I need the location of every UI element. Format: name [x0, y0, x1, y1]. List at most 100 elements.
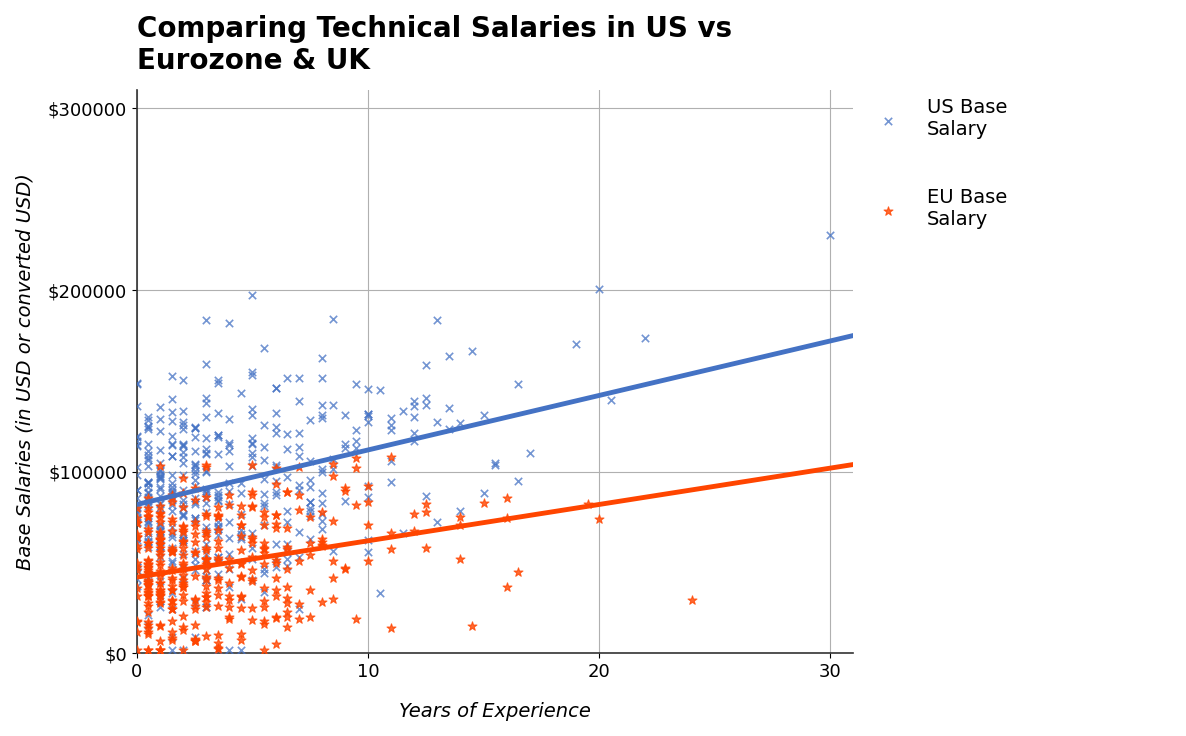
EU Base
Salary	[197, 554, 216, 566]
US Base
Salary	[209, 644, 228, 656]
US Base
Salary	[151, 601, 170, 613]
US Base
Salary	[209, 551, 228, 563]
US Base
Salary	[185, 421, 204, 433]
US Base
Salary	[173, 572, 192, 584]
EU Base
Salary	[151, 570, 170, 582]
EU Base
Salary	[266, 584, 285, 596]
US Base
Salary	[370, 384, 389, 396]
US Base
Salary	[266, 459, 285, 470]
EU Base
Salary	[173, 563, 192, 575]
EU Base
Salary	[173, 557, 192, 569]
EU Base
Salary	[139, 559, 158, 570]
EU Base
Salary	[197, 573, 216, 584]
EU Base
Salary	[151, 590, 170, 602]
US Base
Salary	[139, 498, 158, 509]
EU Base
Salary	[151, 533, 170, 545]
EU Base
Salary	[197, 527, 216, 539]
EU Base
Salary	[173, 644, 192, 656]
US Base
Salary	[127, 564, 146, 576]
US Base
Salary	[139, 535, 158, 547]
US Base
Salary	[197, 466, 216, 478]
US Base
Salary	[151, 520, 170, 532]
EU Base
Salary	[139, 510, 158, 522]
EU Base
Salary	[209, 637, 228, 649]
US Base
Salary	[151, 532, 170, 544]
EU Base
Salary	[266, 509, 285, 520]
US Base
Salary	[139, 571, 158, 583]
X-axis label: Years of Experience: Years of Experience	[400, 702, 591, 721]
US Base
Salary	[231, 531, 250, 542]
US Base
Salary	[209, 521, 228, 533]
US Base
Salary	[289, 551, 308, 563]
EU Base
Salary	[209, 643, 228, 654]
EU Base
Salary	[127, 531, 146, 542]
US Base
Salary	[312, 498, 331, 509]
EU Base
Salary	[231, 590, 250, 602]
US Base
Salary	[312, 515, 331, 527]
EU Base
Salary	[278, 598, 296, 609]
US Base
Salary	[416, 358, 435, 370]
US Base
Salary	[485, 457, 504, 469]
EU Base
Salary	[151, 586, 170, 598]
EU Base
Salary	[278, 581, 296, 592]
US Base
Salary	[139, 518, 158, 530]
EU Base
Salary	[173, 589, 192, 601]
EU Base
Salary	[151, 590, 170, 601]
US Base
Salary	[151, 491, 170, 503]
EU Base
Salary	[266, 557, 285, 569]
US Base
Salary	[312, 467, 331, 478]
US Base
Salary	[209, 430, 228, 442]
EU Base
Salary	[162, 634, 181, 645]
US Base
Salary	[289, 427, 308, 439]
US Base
Salary	[301, 414, 320, 426]
US Base
Salary	[416, 400, 435, 411]
US Base
Salary	[243, 432, 262, 444]
US Base
Salary	[162, 484, 181, 496]
US Base
Salary	[243, 438, 262, 450]
US Base
Salary	[173, 534, 192, 545]
EU Base
Salary	[497, 492, 516, 504]
EU Base
Salary	[185, 528, 204, 539]
US Base
Salary	[162, 521, 181, 533]
US Base
Salary	[173, 458, 192, 470]
US Base
Salary	[162, 528, 181, 539]
US Base
Salary	[301, 505, 320, 517]
EU Base
Salary	[185, 634, 204, 645]
US Base
Salary	[151, 502, 170, 514]
US Base
Salary	[197, 411, 216, 422]
US Base
Salary	[162, 477, 181, 489]
US Base
Salary	[139, 477, 158, 489]
US Base
Salary	[231, 528, 250, 540]
EU Base
Salary	[151, 538, 170, 550]
EU Base
Salary	[301, 549, 320, 561]
US Base
Salary	[162, 492, 181, 503]
US Base
Salary	[139, 537, 158, 548]
EU Base
Salary	[139, 554, 158, 566]
EU Base
Salary	[197, 526, 216, 537]
US Base
Salary	[336, 409, 355, 421]
US Base
Salary	[278, 561, 296, 573]
EU Base
Salary	[127, 582, 146, 594]
US Base
Salary	[312, 372, 331, 383]
US Base
Salary	[197, 443, 216, 455]
EU Base
Salary	[185, 520, 204, 531]
US Base
Salary	[173, 548, 192, 559]
US Base
Salary	[197, 447, 216, 459]
EU Base
Salary	[243, 489, 262, 501]
US Base
Salary	[358, 534, 377, 545]
EU Base
Salary	[266, 522, 285, 534]
EU Base
Salary	[209, 589, 228, 601]
US Base
Salary	[370, 587, 389, 599]
EU Base
Salary	[243, 533, 262, 545]
US Base
Salary	[162, 369, 181, 381]
EU Base
Salary	[289, 555, 308, 567]
EU Base
Salary	[151, 619, 170, 631]
US Base
Salary	[162, 631, 181, 643]
EU Base
Salary	[173, 520, 192, 532]
EU Base
Salary	[151, 538, 170, 550]
US Base
Salary	[394, 527, 413, 539]
US Base
Salary	[358, 491, 377, 503]
US Base
Salary	[127, 439, 146, 451]
US Base
Salary	[185, 514, 204, 526]
EU Base
Salary	[151, 542, 170, 554]
